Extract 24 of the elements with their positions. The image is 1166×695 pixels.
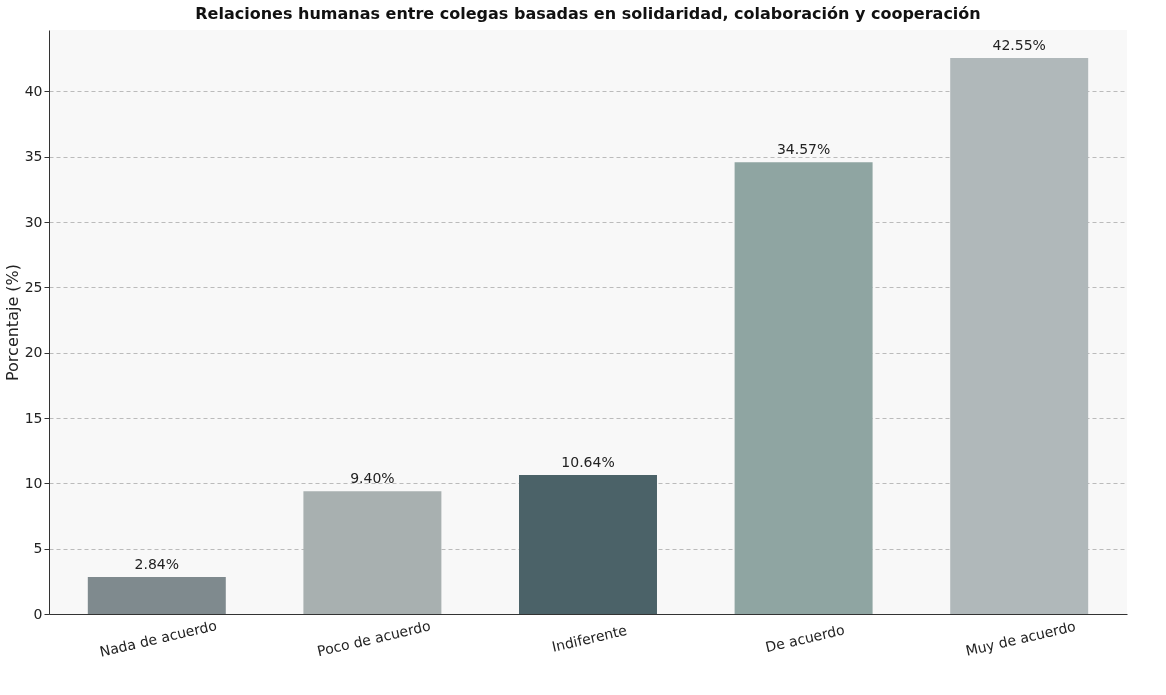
- data-label: 2.84%: [134, 555, 180, 572]
- y-tick-label: 5: [33, 540, 43, 557]
- bar: [734, 162, 873, 614]
- y-tick-label: 25: [24, 278, 43, 295]
- chart-title: Relaciones humanas entre colegas basadas en solidaridad, colaboración y cooperación: [195, 4, 981, 23]
- y-tick-label: 15: [24, 409, 43, 426]
- data-label: 42.55%: [992, 37, 1046, 54]
- bar: [519, 474, 657, 614]
- y-tick-label: 20: [24, 344, 43, 361]
- data-label: 9.40%: [350, 470, 395, 487]
- data-label: 34.57%: [776, 141, 831, 158]
- y-tick-label: 0: [33, 605, 43, 622]
- y-tick-label: 10: [24, 474, 43, 491]
- bar: [303, 491, 442, 614]
- y-tick-label: 40: [24, 82, 43, 99]
- data-label: 10.64%: [561, 453, 615, 470]
- x-tick-label: Nada de acuerdo: [98, 617, 219, 660]
- x-tick-label: Poco de acuerdo: [315, 617, 433, 660]
- bar: [87, 576, 226, 614]
- y-tick-label: 35: [24, 148, 43, 165]
- x-tick-label: De acuerdo: [763, 621, 847, 656]
- y-tick-label: 30: [24, 213, 43, 230]
- y-axis-title: Porcentaje (%): [2, 263, 22, 382]
- x-tick-label: Muy de acuerdo: [964, 617, 1078, 659]
